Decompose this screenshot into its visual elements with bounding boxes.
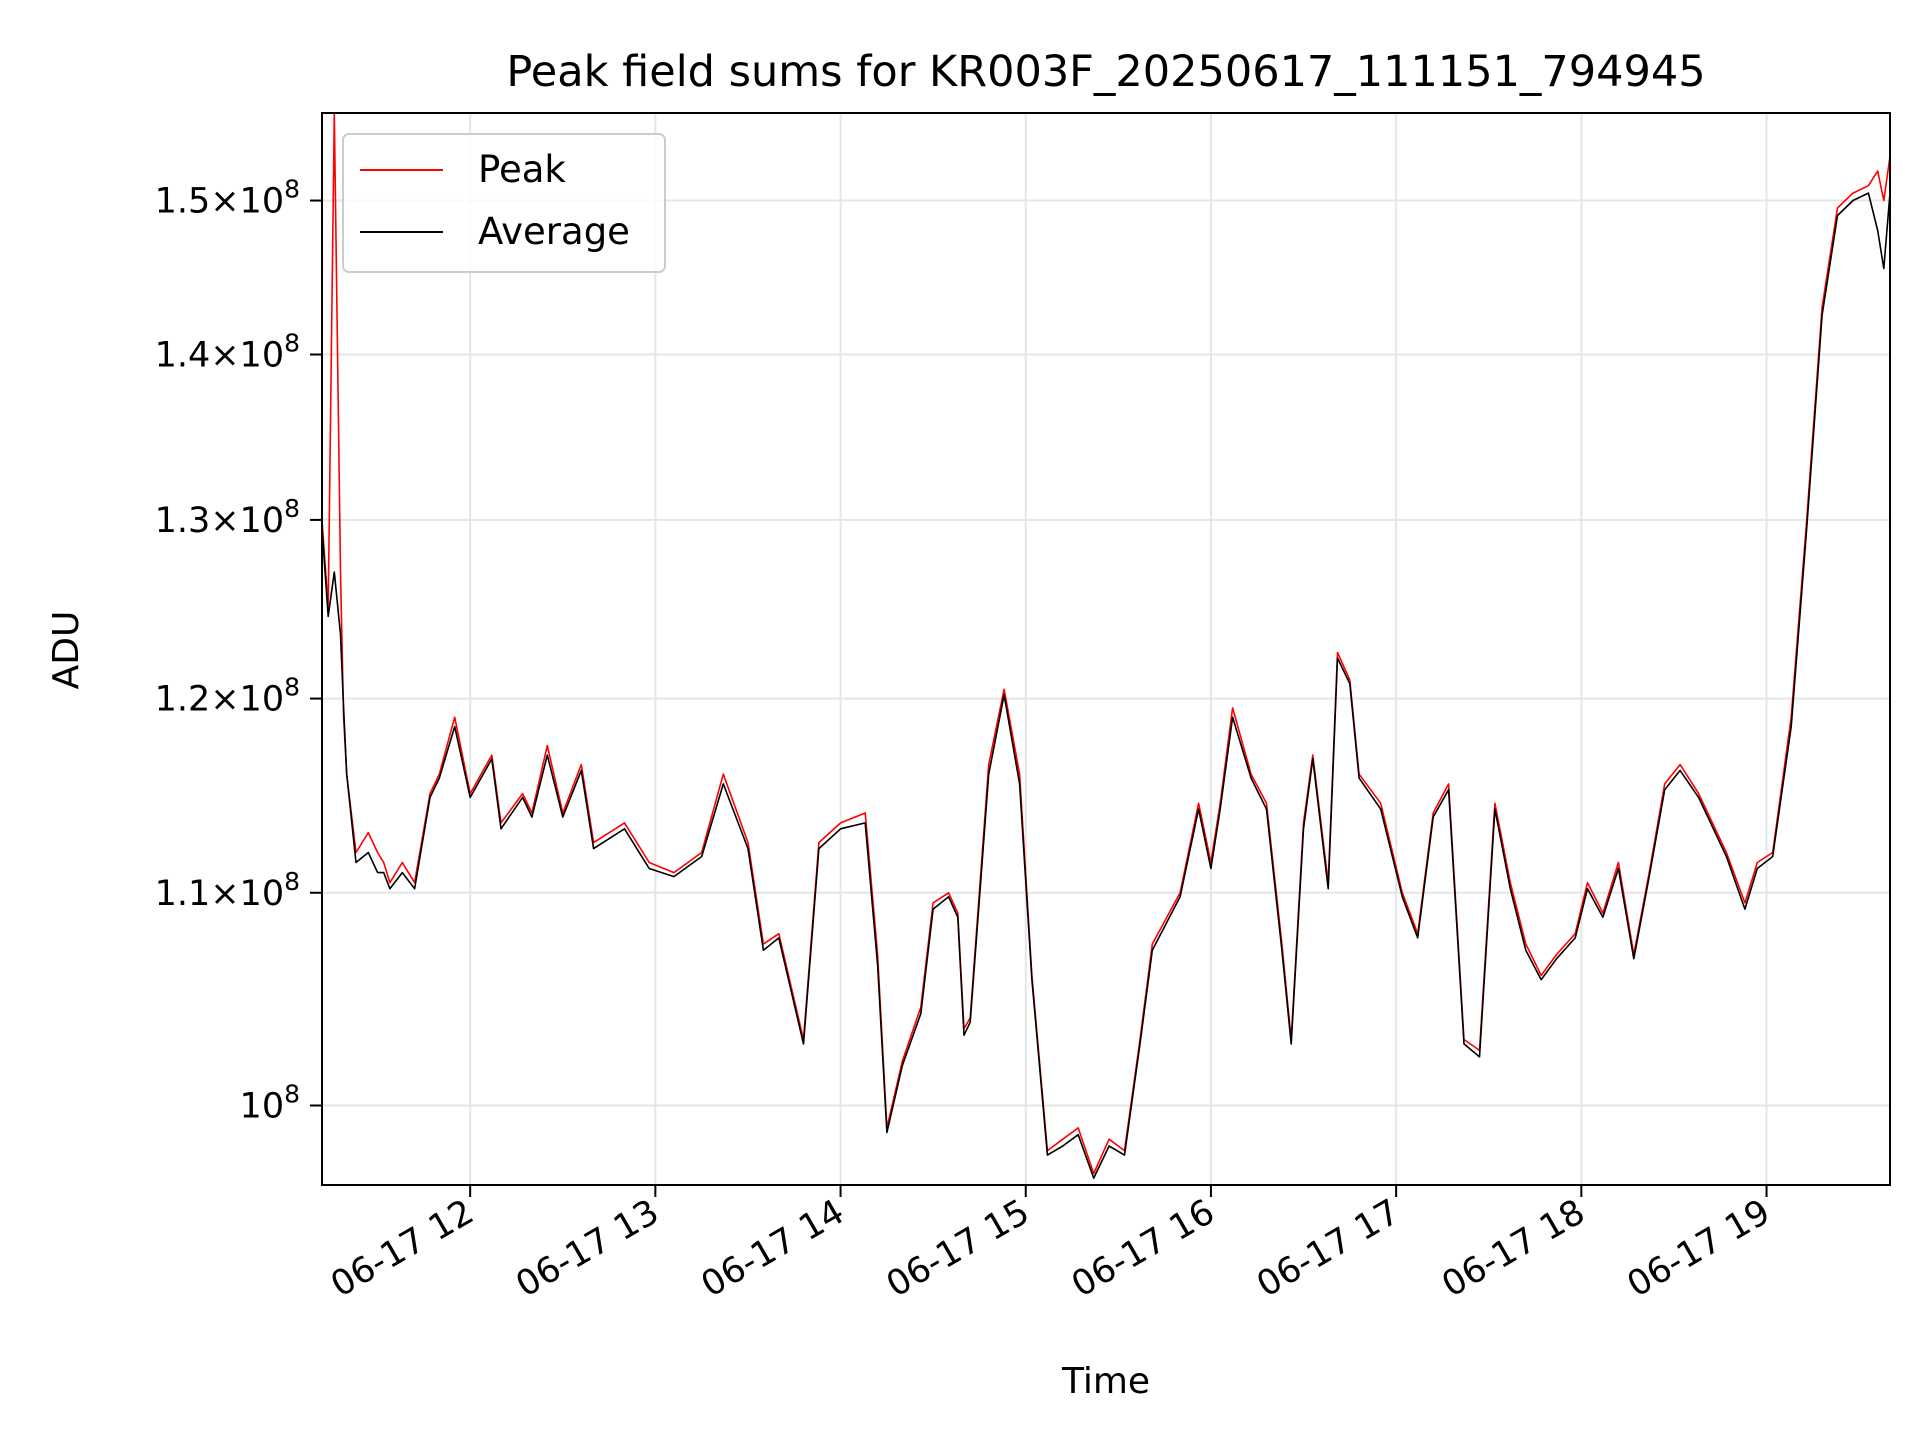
legend: Peak Average	[342, 133, 666, 273]
y-tick-label: 1.3×108	[155, 494, 300, 541]
grid	[322, 113, 1890, 1185]
y-tick-label: 1.2×108	[155, 673, 300, 720]
y-tick-label: 108	[240, 1079, 300, 1126]
chart-title: Peak field sums for KR003F_20250617_1111…	[506, 47, 1705, 97]
x-axis-label: Time	[1061, 1361, 1150, 1402]
y-tick-label: 1.4×108	[155, 329, 300, 376]
series-line-average	[321, 192, 1891, 1179]
legend-box	[342, 133, 666, 273]
y-tick-label: 1.1×108	[155, 867, 300, 914]
y-axis-label: ADU	[46, 611, 87, 690]
legend-label-peak: Peak	[478, 148, 566, 191]
y-tick-label: 1.5×108	[155, 175, 300, 222]
legend-label-average: Average	[478, 210, 630, 253]
plot-frame	[321, 112, 1891, 1186]
series-layer	[321, 112, 1891, 1179]
y-axis-ticks: 108 1.1×108 1.2×108 1.3×108 1.4×108 1.5×108	[155, 175, 322, 1126]
